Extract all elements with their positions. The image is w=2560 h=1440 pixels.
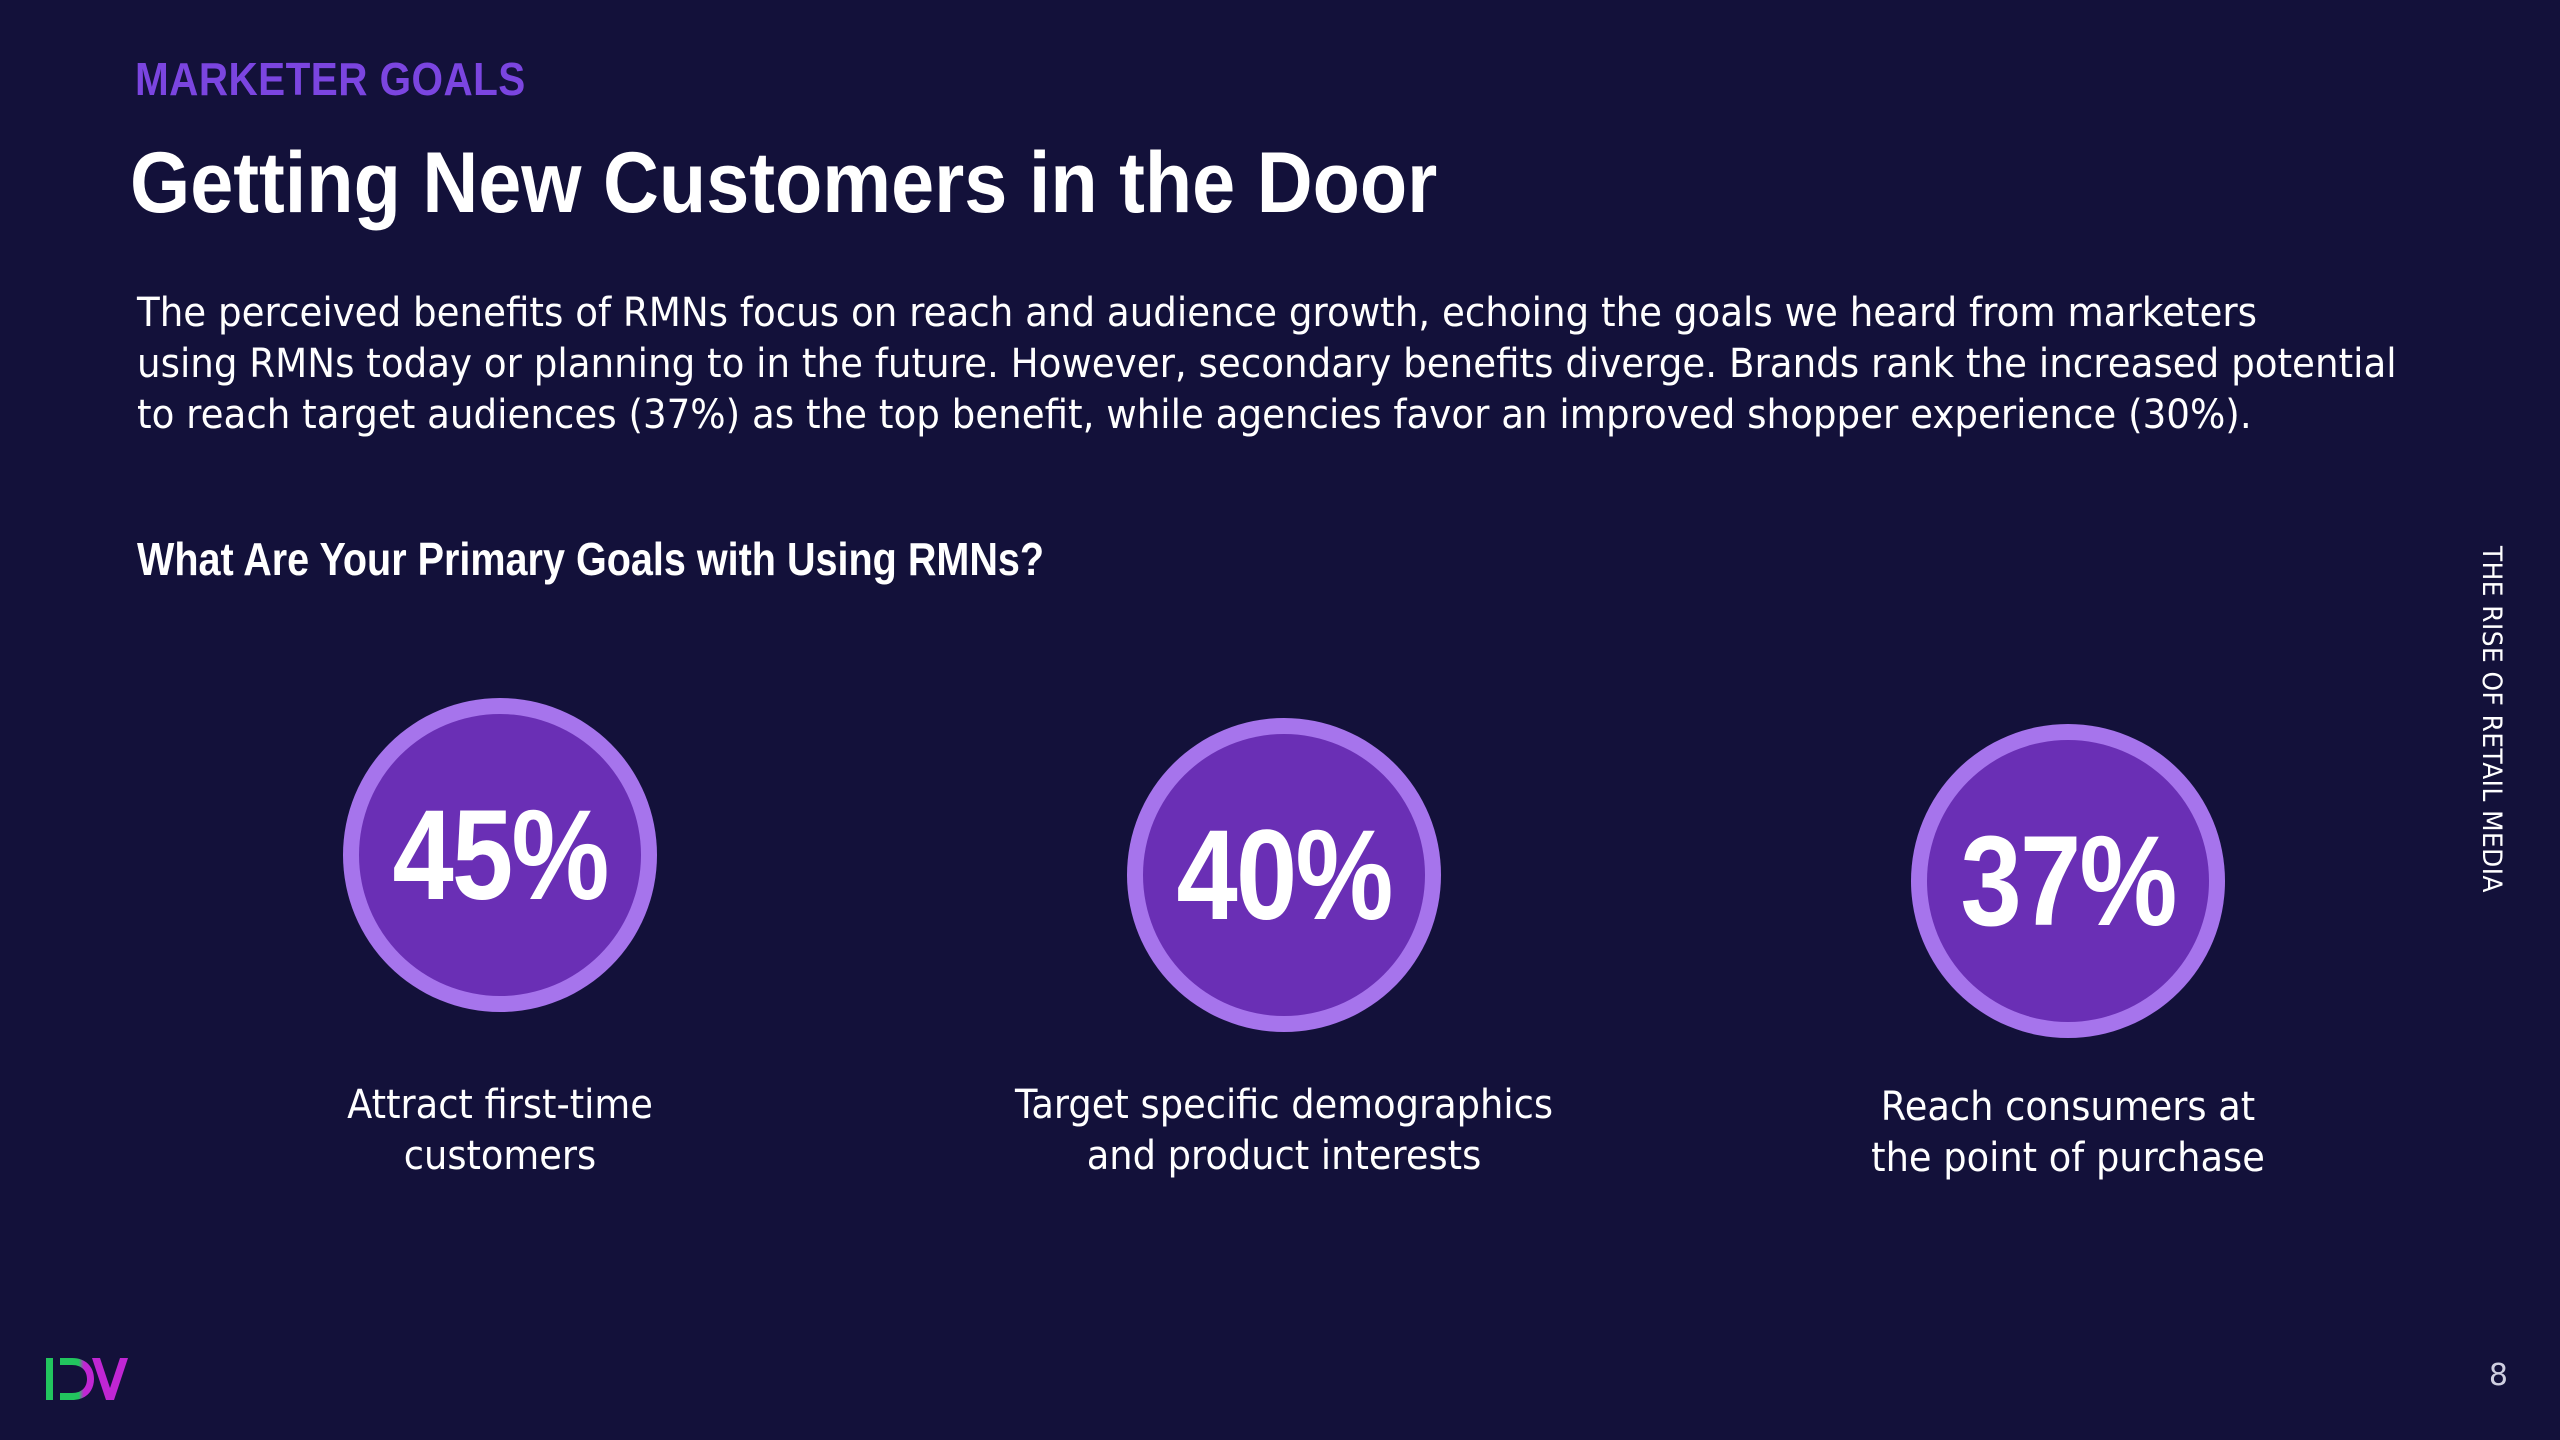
intro-line: using RMNs today or planning to in the f… — [137, 341, 2397, 387]
stat-label-line: Target specific demographics — [1014, 1082, 1553, 1128]
stat-label-line: Attract first-time — [347, 1082, 653, 1128]
stat-label: Reach consumers at the point of purchase — [1768, 1082, 2368, 1184]
stat-ring: 37% — [1911, 724, 2225, 1038]
stat-ring-inner: 37% — [1927, 740, 2209, 1022]
report-title-vertical: THE RISE OF RETAIL MEDIA — [2476, 546, 2507, 893]
stat-ring-inner: 45% — [359, 714, 641, 996]
intro-line: The perceived benefits of RMNs focus on … — [137, 290, 2258, 336]
stat-card: 45% Attract first-time customers — [200, 698, 800, 1198]
stat-ring: 40% — [1127, 718, 1441, 1032]
stat-ring-inner: 40% — [1143, 734, 1425, 1016]
section-question: What Are Your Primary Goals with Using R… — [137, 533, 1045, 585]
stat-value: 40% — [1176, 803, 1393, 947]
stat-card: 37% Reach consumers at the point of purc… — [1768, 724, 2368, 1224]
stat-label-line: Reach consumers at — [1880, 1084, 2256, 1130]
stat-label-line: the point of purchase — [1871, 1135, 2265, 1181]
page-number: 8 — [2488, 1358, 2508, 1393]
page-title: Getting New Customers in the Door — [130, 135, 1438, 231]
intro-line: to reach target audiences (37%) as the t… — [137, 392, 2252, 438]
stat-ring: 45% — [343, 698, 657, 1012]
stat-label-line: and product interests — [1086, 1133, 1482, 1179]
dv-logo-icon — [46, 1358, 128, 1400]
stat-value: 45% — [392, 783, 609, 927]
section-eyebrow: MARKETER GOALS — [135, 53, 526, 105]
stat-label: Attract first-time customers — [200, 1080, 800, 1182]
stat-value: 37% — [1960, 809, 2177, 953]
intro-paragraph: The perceived benefits of RMNs focus on … — [137, 288, 2397, 441]
stat-label: Target specific demographics and product… — [984, 1080, 1584, 1182]
stat-label-line: customers — [403, 1133, 597, 1179]
stat-card: 40% Target specific demographics and pro… — [984, 718, 1584, 1218]
